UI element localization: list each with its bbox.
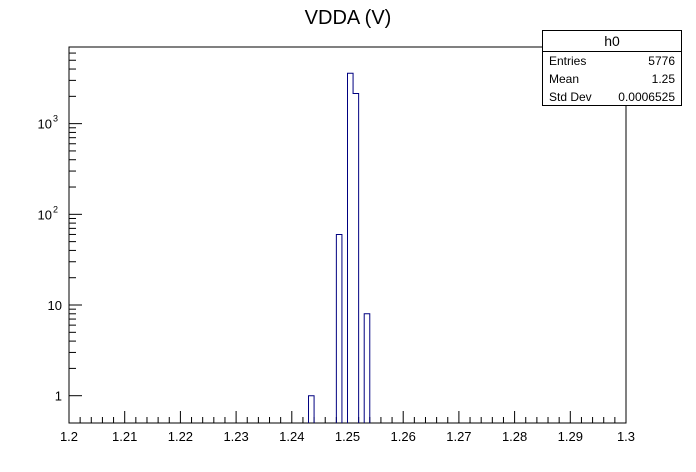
y-tick-exponent: 3 [53,114,58,124]
y-tick-label: 1 [55,389,62,404]
x-tick-label: 1.24 [279,429,304,444]
stats-value: 5776 [648,54,675,68]
x-tick-label: 1.23 [223,429,248,444]
stats-label: Std Dev [549,90,592,104]
stats-value: 0.0006525 [618,90,675,104]
stats-label: Entries [549,54,587,68]
x-tick-label: 1.29 [558,429,583,444]
x-tick-label: 1.2 [60,429,78,444]
stats-value: 1.25 [651,72,675,86]
x-tick-label: 1.28 [502,429,527,444]
y-tick-label: 10 [38,117,52,132]
histogram-line [308,72,371,423]
stats-row-stddev: Std Dev 0.0006525 [543,88,681,106]
x-tick-label: 1.3 [617,429,635,444]
x-tick-label: 1.25 [335,429,360,444]
stats-row-entries: Entries 5776 [543,52,681,70]
stats-row-mean: Mean 1.25 [543,70,681,88]
y-tick-label: 10 [48,298,62,313]
y-tick-exponent: 2 [53,204,58,214]
y-tick-label: 10 [38,207,52,222]
chart-title: VDDA (V) [305,7,392,29]
axis-ticks [68,46,627,423]
stats-label: Mean [549,72,580,86]
stats-box: h0 Entries 5776 Mean 1.25 Std Dev 0.0006… [542,30,682,106]
x-tick-label: 1.21 [112,429,137,444]
x-tick-label: 1.22 [168,429,193,444]
x-tick-label: 1.26 [391,429,416,444]
axis-labels: 1.2 1.21 1.22 1.23 1.24 1.25 1.26 1.27 1.28 1.29 1… [38,114,636,444]
stats-title: h0 [543,31,681,52]
x-tick-label: 1.27 [446,429,471,444]
